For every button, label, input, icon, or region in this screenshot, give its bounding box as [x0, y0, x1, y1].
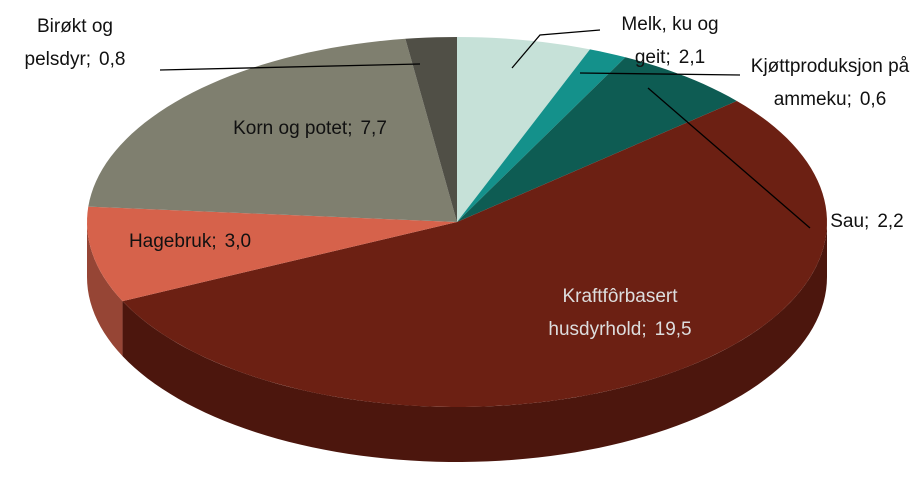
- label-separator: ;: [846, 89, 852, 110]
- slice-side: [122, 222, 827, 462]
- value-label: 7,7: [360, 118, 387, 139]
- value-label: 0,8: [99, 49, 126, 70]
- label-separator: ;: [665, 47, 671, 68]
- slice-label: Kraftfôrbasert husdyrhold; 19,5: [545, 280, 695, 346]
- label-separator: ;: [85, 49, 92, 70]
- slice-name: Hagebruk: [128, 231, 212, 252]
- slice: [87, 206, 457, 302]
- slice-label: Kjøttproduksjon på ammeku; 0,6: [738, 50, 922, 116]
- slice-label: Korn og potet; 7,7: [230, 112, 390, 145]
- leader-line: [159, 63, 421, 71]
- slice-label: Melk, ku og geit; 2,1: [600, 8, 740, 74]
- slice-name: Korn og potet: [233, 118, 348, 139]
- slice: [122, 100, 827, 407]
- leader-line: [511, 29, 601, 69]
- slice-label: Sau; 2,2: [812, 205, 922, 238]
- slice-name: Kjøttproduksjon på ammeku: [750, 56, 910, 110]
- label-separator: ;: [347, 118, 353, 139]
- slice-name: Birøkt og pelsdyr: [24, 16, 114, 70]
- label-separator: ;: [641, 319, 647, 340]
- leader-line: [647, 87, 811, 229]
- leader-line: [579, 72, 741, 76]
- slice-label: Birøkt og pelsdyr; 0,8: [0, 10, 150, 76]
- slice-name: Kraftfôrbasert husdyrhold: [548, 286, 678, 340]
- label-separator: ;: [864, 211, 870, 232]
- slice-name: Melk, ku og geit: [621, 14, 719, 68]
- value-label: 2,1: [678, 47, 706, 68]
- slice: [88, 38, 458, 222]
- slice-side: [87, 222, 123, 357]
- slice-label: Hagebruk; 3,0: [95, 225, 285, 258]
- slice: [457, 49, 626, 223]
- value-label: 3,0: [224, 231, 252, 252]
- value-label: 2,2: [877, 211, 904, 232]
- value-label: 19,5: [654, 319, 692, 340]
- slice: [457, 57, 737, 222]
- slice: [457, 37, 590, 222]
- label-separator: ;: [211, 231, 217, 252]
- slice-name: Sau: [830, 211, 865, 232]
- slice: [405, 37, 457, 222]
- value-label: 0,6: [859, 89, 887, 110]
